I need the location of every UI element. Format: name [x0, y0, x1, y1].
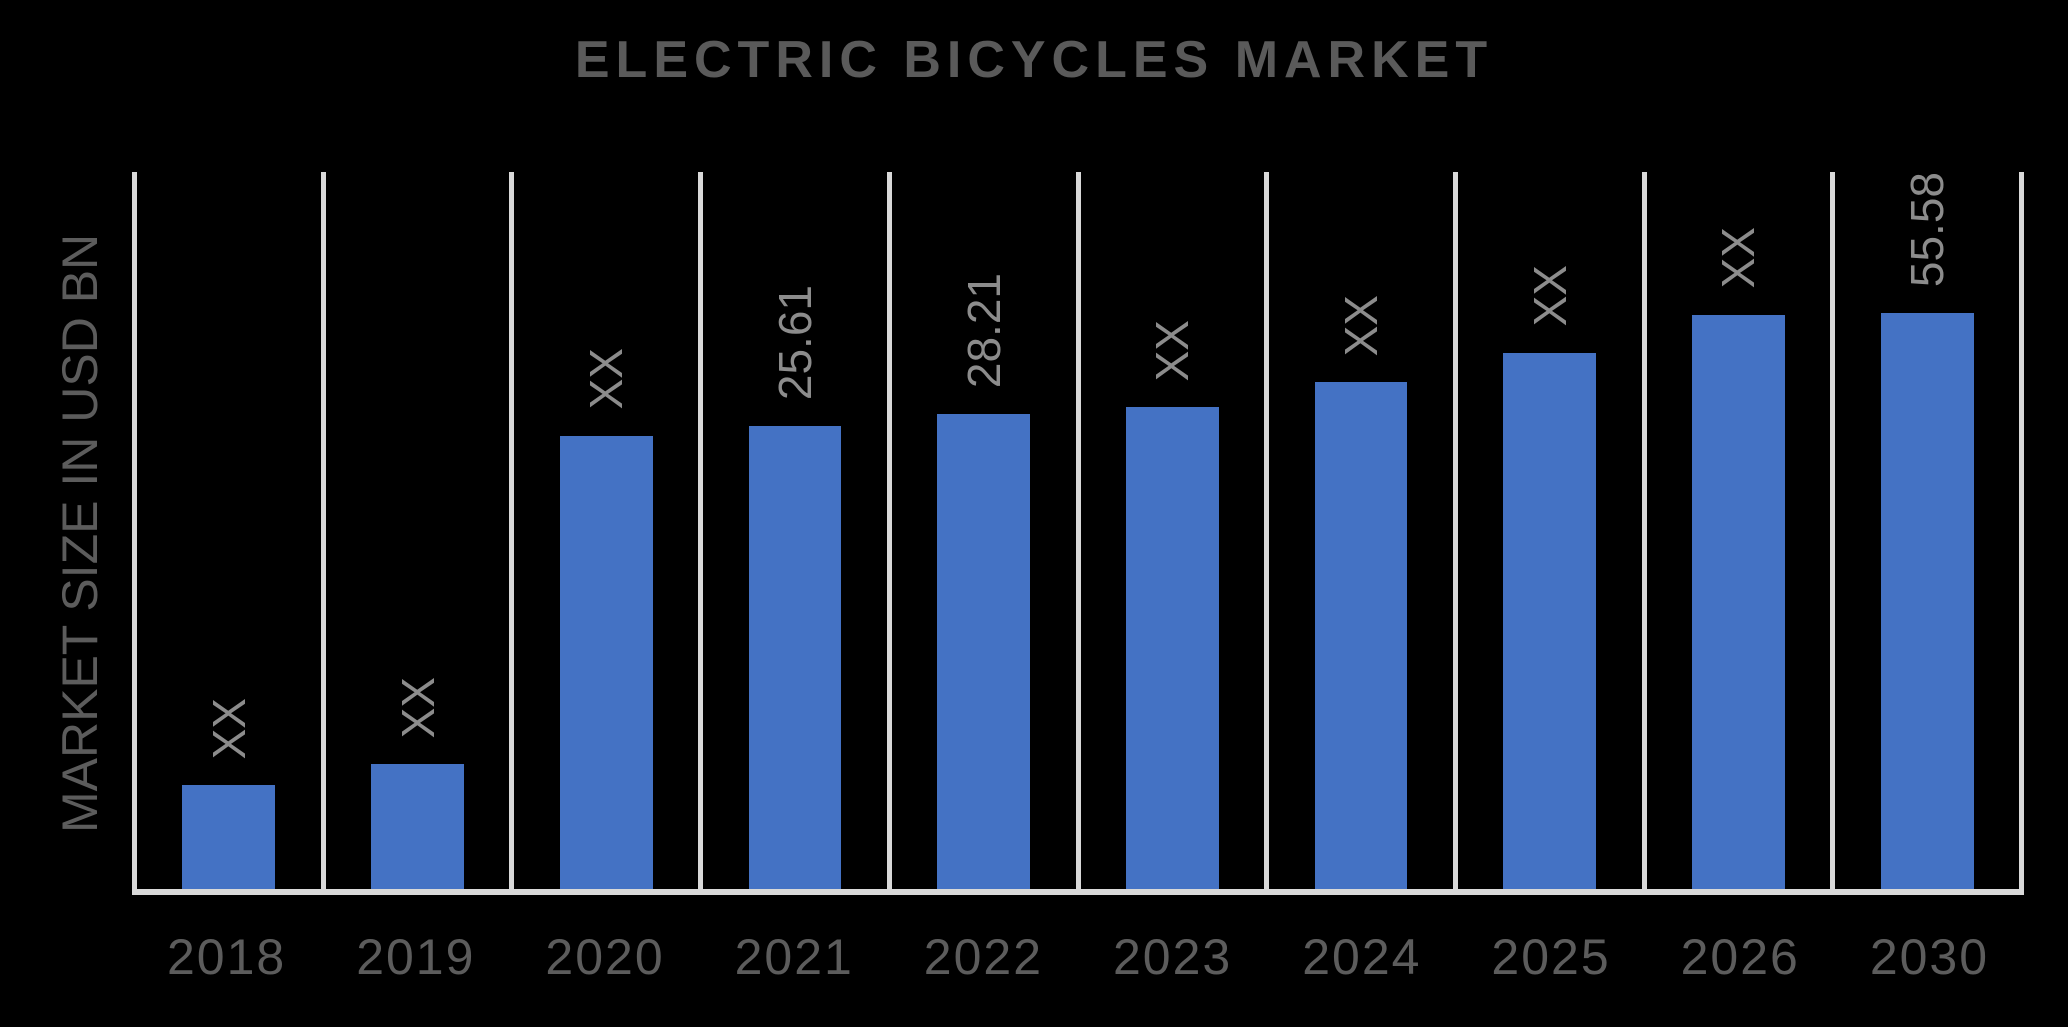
bar-value-label: XX [391, 676, 444, 739]
bar-value-label: XX [580, 348, 633, 410]
chart-title: ELECTRIC BICYCLES MARKET [574, 31, 1494, 89]
x-axis-tick-label: 2020 [545, 929, 665, 985]
bar [1125, 407, 1219, 889]
x-axis-tick-label: 2019 [356, 929, 476, 985]
bar-column: XX [1075, 172, 1265, 889]
bar-column: XX [1264, 172, 1453, 889]
bar-value-label: 55.58 [1901, 172, 1954, 288]
bar-value-label: 25.61 [768, 284, 821, 400]
x-axis-tick-label: 2022 [923, 929, 1044, 985]
x-axis-tick-label: 2023 [1113, 929, 1233, 985]
x-axis: 2018 2019 2020 2021 2022 2023 2024 2025 … [132, 932, 2024, 982]
bar-column: XX [1452, 172, 1642, 889]
bar-value-label: XX [1712, 227, 1765, 289]
bar [1692, 314, 1785, 889]
x-axis-tick-label: 2024 [1302, 929, 1422, 985]
bar-column: 25.61 [698, 172, 887, 889]
bar-column: 55.58 [1830, 172, 2019, 889]
bar-value-label: XX [202, 697, 255, 760]
bar [1880, 313, 1974, 889]
bar [1314, 382, 1408, 889]
x-axis-tick-label: 2021 [734, 929, 854, 985]
bar-value-label: 28.21 [957, 272, 1010, 388]
bar [559, 435, 653, 889]
x-axis-tick-label: 2026 [1680, 929, 1800, 985]
bar-value-label: XX [1335, 294, 1388, 357]
bar-column: 28.21 [886, 172, 1076, 889]
bar-column: XX [509, 172, 698, 889]
bar-value-label: XX [1523, 265, 1576, 327]
bar-column: XX [137, 172, 321, 889]
bar-column: XX [1641, 172, 1831, 889]
x-axis-tick-label: 2025 [1491, 929, 1611, 985]
bar [937, 413, 1031, 889]
bar [182, 785, 276, 889]
bar-column: XX [320, 172, 510, 889]
x-axis-tick-label: 2018 [166, 929, 287, 985]
bar [371, 764, 464, 889]
plot-area: XX XX XX 25.61 28.21 XX XX XX XX 55.58 [132, 172, 2024, 895]
x-axis-tick-label: 2030 [1869, 929, 1990, 985]
y-axis-title: MARKET SIZE IN USD BN [52, 233, 108, 834]
bar [748, 425, 842, 889]
bar [1503, 352, 1597, 889]
bar-value-label: XX [1146, 319, 1199, 382]
